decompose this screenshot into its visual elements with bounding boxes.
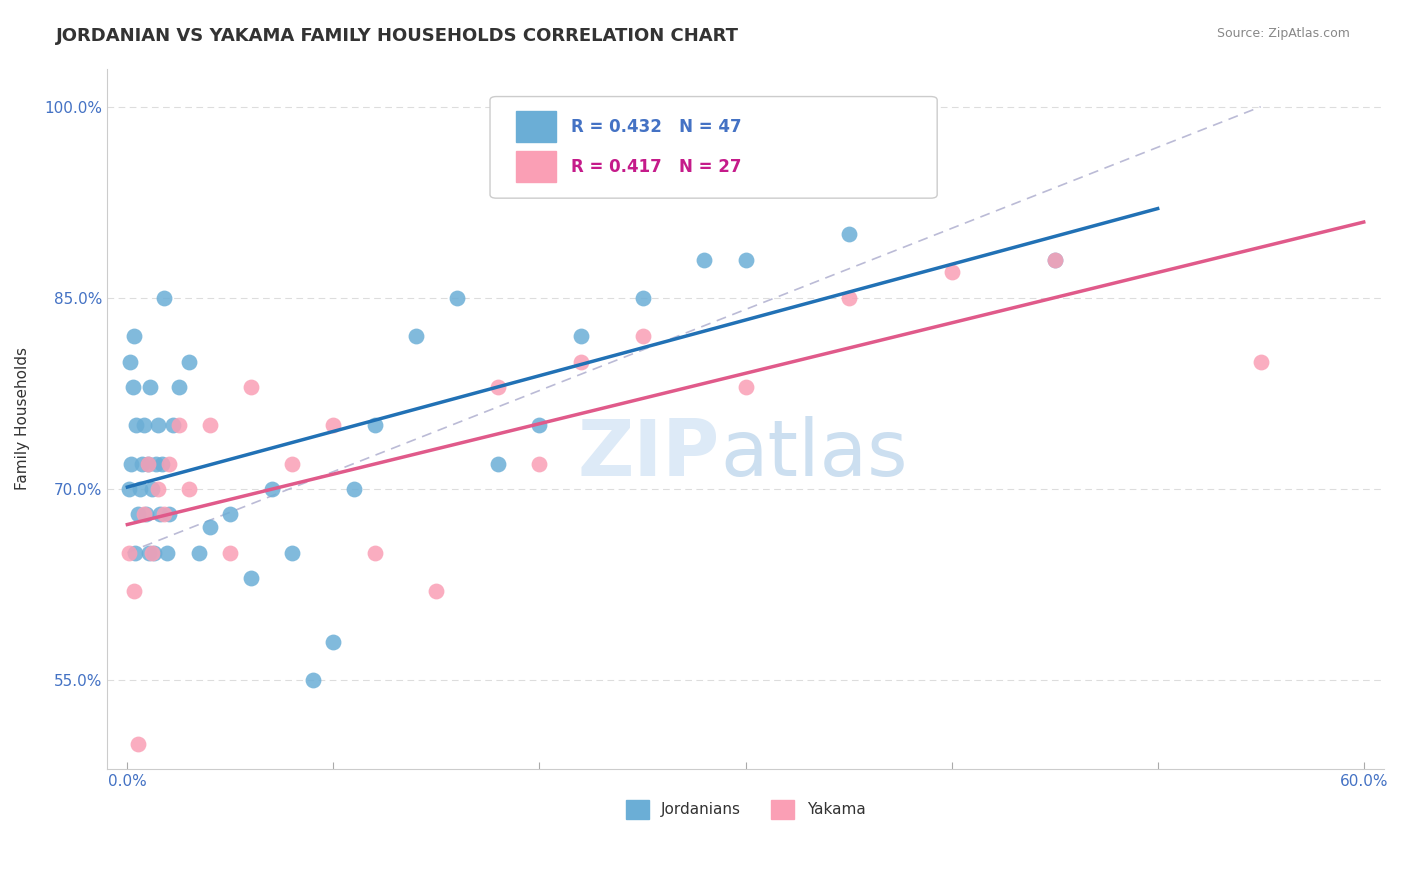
Point <box>167 380 190 394</box>
Bar <box>516 151 557 182</box>
Point <box>148 418 170 433</box>
Text: atlas: atlas <box>720 416 907 492</box>
Point <box>141 546 163 560</box>
Point <box>127 737 149 751</box>
Point <box>118 546 141 560</box>
Point <box>363 546 385 560</box>
Text: ZIP: ZIP <box>578 416 720 492</box>
Point <box>157 508 180 522</box>
Point <box>941 265 963 279</box>
Point <box>131 457 153 471</box>
Point <box>167 418 190 433</box>
Point <box>363 418 385 433</box>
Point <box>145 457 167 471</box>
Point <box>124 546 146 560</box>
Point <box>153 508 176 522</box>
Point <box>281 546 304 560</box>
Point <box>124 418 146 433</box>
Point <box>734 252 756 267</box>
Y-axis label: Family Households: Family Households <box>15 347 30 491</box>
Point <box>132 418 155 433</box>
Point <box>143 546 166 560</box>
Point <box>219 546 242 560</box>
Point <box>446 291 468 305</box>
Point <box>486 380 509 394</box>
Point <box>529 457 551 471</box>
FancyBboxPatch shape <box>491 96 938 198</box>
Point <box>838 291 860 305</box>
Point <box>1043 252 1066 267</box>
Point <box>179 482 201 496</box>
Text: R = 0.417   N = 27: R = 0.417 N = 27 <box>571 158 741 176</box>
Point <box>631 291 654 305</box>
Point <box>136 457 159 471</box>
Point <box>486 457 509 471</box>
Point <box>138 546 160 560</box>
Point <box>149 508 172 522</box>
Point <box>162 418 184 433</box>
Text: Source: ZipAtlas.com: Source: ZipAtlas.com <box>1216 27 1350 40</box>
Point <box>118 482 141 496</box>
Point <box>281 457 304 471</box>
Point <box>734 380 756 394</box>
Point <box>301 673 323 687</box>
Point <box>135 508 157 522</box>
Point <box>425 583 447 598</box>
Point <box>631 329 654 343</box>
Point <box>240 571 263 585</box>
Point <box>188 546 211 560</box>
Point <box>120 354 142 368</box>
Point <box>529 418 551 433</box>
Point <box>260 482 283 496</box>
Point <box>838 227 860 242</box>
Point <box>122 329 145 343</box>
Point <box>343 482 366 496</box>
Point <box>136 457 159 471</box>
Text: R = 0.432   N = 47: R = 0.432 N = 47 <box>571 118 741 136</box>
Point <box>1043 252 1066 267</box>
Point <box>569 354 592 368</box>
Point <box>148 482 170 496</box>
Point <box>157 457 180 471</box>
Point <box>219 508 242 522</box>
Point <box>153 291 176 305</box>
Point <box>322 418 344 433</box>
Point <box>122 583 145 598</box>
Bar <box>516 111 557 143</box>
Point <box>132 508 155 522</box>
Point <box>150 457 173 471</box>
Point <box>141 482 163 496</box>
Point <box>322 635 344 649</box>
Text: JORDANIAN VS YAKAMA FAMILY HOUSEHOLDS CORRELATION CHART: JORDANIAN VS YAKAMA FAMILY HOUSEHOLDS CO… <box>56 27 740 45</box>
Point <box>128 482 150 496</box>
Point <box>121 380 143 394</box>
Point <box>139 380 162 394</box>
Point <box>179 354 201 368</box>
Point <box>198 418 221 433</box>
Point <box>240 380 263 394</box>
Point <box>127 508 149 522</box>
Point <box>155 546 177 560</box>
Point <box>405 329 427 343</box>
Point <box>569 329 592 343</box>
Point <box>121 457 143 471</box>
Point <box>198 520 221 534</box>
Point <box>1250 354 1272 368</box>
Point <box>693 252 716 267</box>
Legend: Jordanians, Yakama: Jordanians, Yakama <box>620 794 872 825</box>
